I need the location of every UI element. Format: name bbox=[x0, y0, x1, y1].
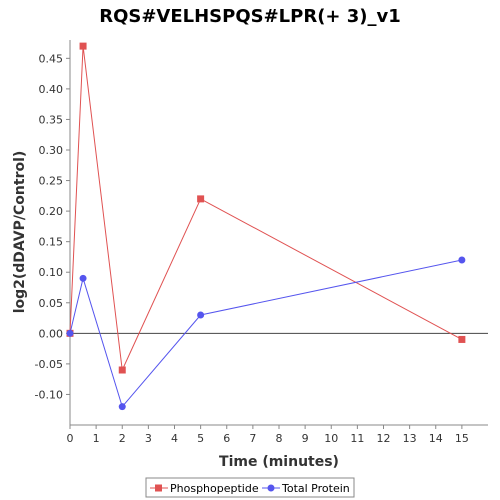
legend: Phosphopeptide Total Protein bbox=[145, 477, 355, 498]
x-tick-label: 2 bbox=[119, 432, 126, 445]
x-tick-label: 6 bbox=[223, 432, 230, 445]
x-tick-label: 4 bbox=[171, 432, 178, 445]
legend-total-label: Total Protein bbox=[281, 482, 350, 495]
data-point bbox=[66, 329, 74, 337]
legend-box bbox=[145, 477, 355, 498]
y-tick-label: 0.30 bbox=[39, 144, 64, 157]
y-tick-label: 0.00 bbox=[39, 327, 64, 340]
series-layer bbox=[66, 42, 466, 411]
x-tick-label: 11 bbox=[350, 432, 364, 445]
legend-phospho-marker bbox=[155, 484, 162, 492]
y-tick-label: 0.40 bbox=[39, 83, 64, 96]
y-tick-label: 0.15 bbox=[39, 236, 64, 249]
y-axis: -0.10 -0.05 0.00 0.05 0.10 0.15 0.20 0.25 0.30 0.… bbox=[35, 40, 71, 425]
x-tick-label: 5 bbox=[197, 432, 204, 445]
x-tick-label: 1 bbox=[93, 432, 100, 445]
x-tick-label: 14 bbox=[429, 432, 443, 445]
x-tick-label: 9 bbox=[302, 432, 309, 445]
y-tick-label: -0.10 bbox=[35, 388, 63, 401]
x-tick-label: 13 bbox=[403, 432, 417, 445]
y-tick-label: -0.05 bbox=[35, 358, 63, 371]
data-point bbox=[79, 42, 87, 50]
x-tick-label: 3 bbox=[145, 432, 152, 445]
legend-total-marker bbox=[267, 484, 275, 492]
x-tick-label: 15 bbox=[455, 432, 469, 445]
data-point bbox=[458, 335, 466, 343]
data-point bbox=[118, 366, 126, 374]
legend-phospho-label: Phosphopeptide bbox=[170, 482, 259, 495]
y-tick-label: 0.35 bbox=[39, 113, 64, 126]
x-tick-label: 7 bbox=[249, 432, 256, 445]
y-tick-label: 0.10 bbox=[39, 266, 64, 279]
x-axis-label: Time (minutes) bbox=[219, 454, 339, 470]
y-axis-label: log2(dDAVP/Control) bbox=[12, 151, 28, 314]
data-point bbox=[79, 274, 87, 282]
data-point bbox=[458, 256, 466, 264]
x-tick-label: 12 bbox=[377, 432, 391, 445]
plot-area bbox=[70, 40, 488, 425]
data-point bbox=[118, 403, 126, 411]
y-tick-label: 0.20 bbox=[39, 205, 64, 218]
data-point bbox=[197, 311, 205, 319]
x-tick-label: 8 bbox=[276, 432, 283, 445]
x-tick-label: 0 bbox=[67, 432, 74, 445]
x-tick-label: 10 bbox=[324, 432, 338, 445]
data-point bbox=[197, 195, 205, 203]
x-axis: 0 1 2 3 4 5 6 7 8 9 10 11 12 13 14 15 bbox=[67, 424, 488, 445]
y-tick-label: 0.45 bbox=[39, 52, 64, 65]
y-tick-label: 0.05 bbox=[39, 297, 64, 310]
y-tick-label: 0.25 bbox=[39, 175, 64, 188]
chart-title: RQS#VELHSPQS#LPR(+ 3)_v1 bbox=[99, 6, 401, 27]
